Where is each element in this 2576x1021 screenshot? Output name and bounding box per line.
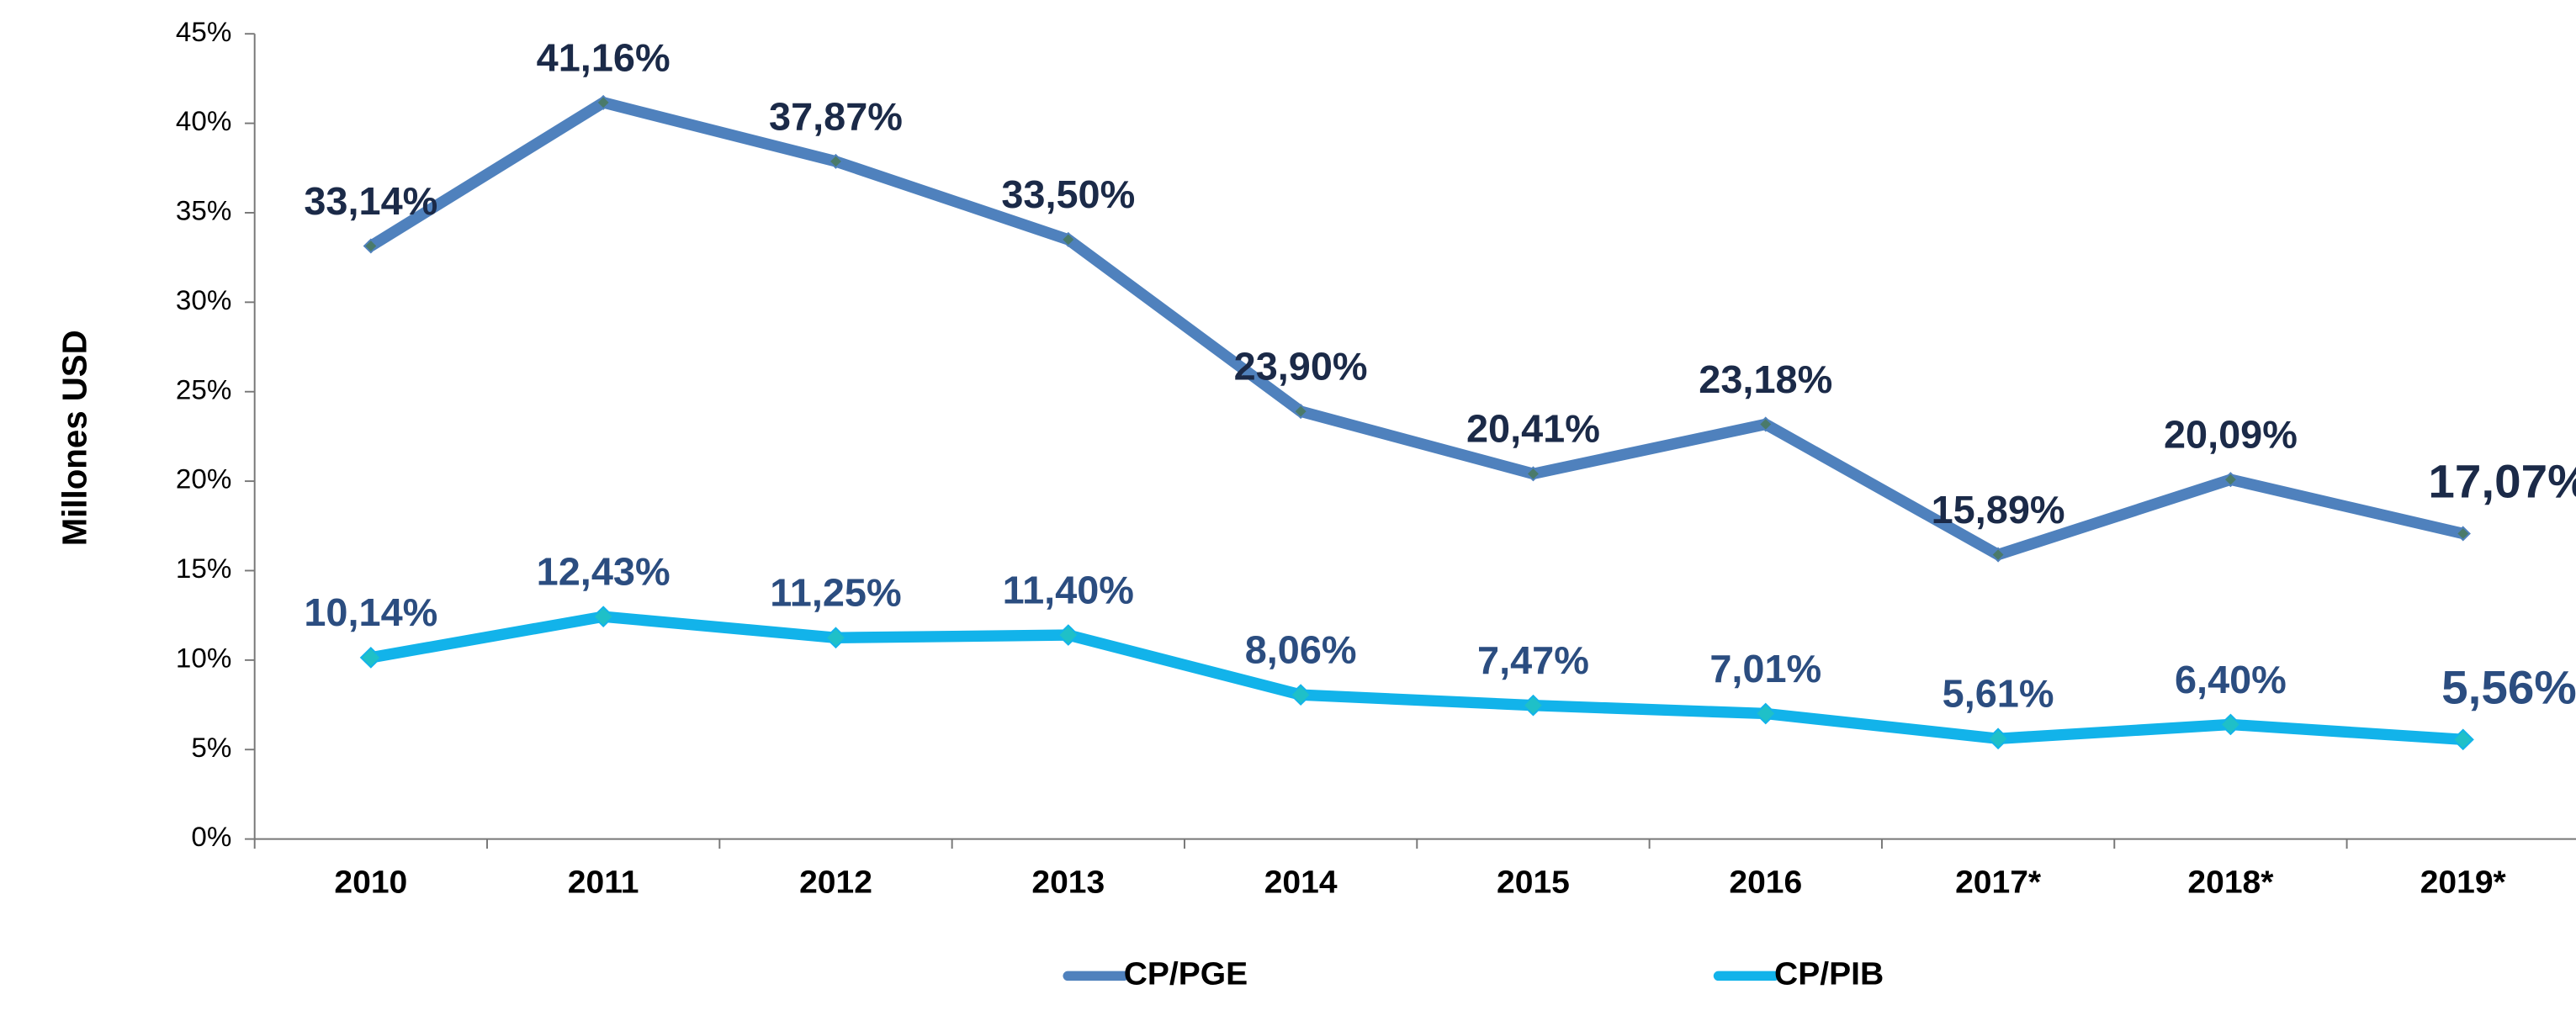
data-label: 6,40% bbox=[2175, 658, 2287, 701]
data-label: 17,07% bbox=[2428, 455, 2576, 507]
point-marker bbox=[2455, 526, 2471, 542]
data-label: 20,09% bbox=[2164, 413, 2298, 456]
data-label: 12,43% bbox=[537, 550, 671, 593]
point-marker bbox=[1990, 547, 2006, 563]
data-label: 33,14% bbox=[304, 179, 437, 222]
point-marker bbox=[1290, 684, 1312, 706]
data-label: 7,01% bbox=[1709, 647, 1821, 690]
y-tick-label: 5% bbox=[191, 732, 231, 763]
y-tick-label: 30% bbox=[176, 284, 231, 315]
x-tick-label: 2016 bbox=[1729, 865, 1802, 901]
x-tick-label: 2011 bbox=[568, 865, 639, 901]
data-label: 23,18% bbox=[1699, 357, 1832, 400]
data-label: 5,56% bbox=[2441, 661, 2576, 713]
legend-label: CP/PGE bbox=[1124, 956, 1248, 992]
y-tick-label: 10% bbox=[176, 643, 231, 674]
data-label: 10,14% bbox=[304, 591, 437, 634]
point-marker bbox=[828, 153, 844, 169]
x-tick-label: 2013 bbox=[1031, 865, 1105, 901]
data-label: 5,61% bbox=[1943, 672, 2054, 715]
x-tick-label: 2018* bbox=[2187, 865, 2273, 901]
y-tick-label: 45% bbox=[176, 16, 231, 47]
y-axis-label: Millones USD bbox=[55, 330, 93, 546]
point-marker bbox=[1060, 231, 1077, 247]
point-marker bbox=[1757, 416, 1773, 432]
y-tick-label: 40% bbox=[176, 105, 231, 136]
x-tick-label: 2015 bbox=[1497, 865, 1570, 901]
x-tick-label: 2010 bbox=[334, 865, 407, 901]
data-label: 23,90% bbox=[1234, 345, 1368, 388]
x-tick-label: 2017* bbox=[1955, 865, 2041, 901]
point-marker bbox=[359, 647, 382, 669]
point-marker bbox=[1754, 702, 1777, 725]
data-label: 20,41% bbox=[1466, 407, 1600, 450]
point-marker bbox=[824, 627, 847, 649]
point-marker bbox=[1525, 466, 1541, 482]
point-marker bbox=[592, 606, 615, 628]
point-marker bbox=[363, 238, 379, 254]
y-tick-label: 25% bbox=[176, 374, 231, 405]
y-tick-label: 20% bbox=[176, 463, 231, 495]
point-marker bbox=[595, 94, 612, 110]
data-label: 41,16% bbox=[537, 36, 671, 79]
data-label: 11,40% bbox=[1003, 569, 1134, 611]
x-tick-label: 2014 bbox=[1264, 865, 1338, 901]
point-marker bbox=[1522, 694, 1545, 717]
point-marker bbox=[1057, 624, 1079, 646]
y-tick-label: 15% bbox=[176, 553, 231, 584]
point-marker bbox=[1987, 727, 2010, 750]
series-line bbox=[368, 97, 2465, 561]
data-label: 33,50% bbox=[1001, 173, 1135, 216]
series-line bbox=[369, 611, 2464, 746]
point-marker bbox=[1292, 404, 1309, 420]
data-label: 15,89% bbox=[1932, 488, 2065, 531]
x-tick-label: 2012 bbox=[799, 865, 872, 901]
point-marker bbox=[2219, 713, 2242, 736]
y-tick-label: 35% bbox=[176, 195, 231, 226]
legend-label: CP/PIB bbox=[1774, 956, 1884, 992]
data-label: 7,47% bbox=[1477, 638, 1589, 681]
x-tick-label: 2019* bbox=[2420, 865, 2506, 901]
point-marker bbox=[2451, 728, 2474, 751]
data-label: 11,25% bbox=[770, 571, 901, 614]
data-label: 8,06% bbox=[1245, 628, 1357, 671]
data-label: 37,87% bbox=[769, 95, 903, 138]
point-marker bbox=[2223, 472, 2239, 488]
y-tick-label: 0% bbox=[191, 822, 231, 853]
